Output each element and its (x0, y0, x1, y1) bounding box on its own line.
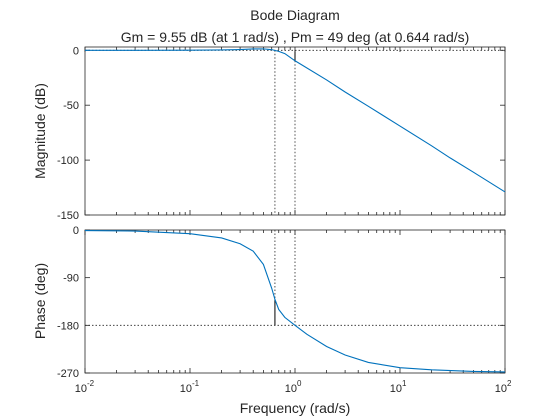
phase-curve (84, 229, 506, 373)
ytick-label-magnitude: -150 (57, 210, 79, 222)
ytick-label-magnitude: -100 (57, 155, 79, 167)
xtick-label: 10 -2 (75, 379, 95, 395)
xtick-label-exponent: -1 (192, 379, 200, 388)
xtick-label-exponent: 0 (297, 379, 302, 388)
magnitude-ylabel: Magnitude (dB) (32, 83, 48, 179)
chart-subtitle: Gm = 9.55 dB (at 1 rad/s) , Pm = 49 deg … (121, 29, 470, 45)
phase-ylabel: Phase (deg) (32, 263, 48, 339)
xtick-label: 10 1 (390, 379, 407, 395)
xtick-label: 10 0 (285, 379, 302, 395)
xtick-label-base: 10 (390, 383, 402, 395)
xtick-label-base: 10 (285, 383, 297, 395)
xtick-label-exponent: 2 (507, 379, 512, 388)
xtick-label-exponent: 1 (402, 379, 407, 388)
ytick-label-phase: -180 (57, 320, 79, 332)
xtick-label-base: 10 (180, 383, 192, 395)
ytick-label-phase: -90 (63, 273, 79, 285)
xtick-label: 10 2 (495, 379, 512, 395)
ytick-label-magnitude: -50 (63, 100, 79, 112)
x-axis-label: Frequency (rad/s) (240, 400, 350, 416)
ytick-label-phase: 0 (73, 225, 79, 237)
xtick-label-base: 10 (495, 383, 507, 395)
xtick-label: 10 -1 (180, 379, 200, 395)
response-lines (84, 48, 506, 373)
chart-title: Bode Diagram (250, 7, 340, 23)
xtick-label-exponent: -2 (87, 379, 95, 388)
xtick-label-base: 10 (75, 383, 87, 395)
ytick-label-magnitude: 0 (73, 45, 79, 57)
ytick-label-phase: -270 (57, 368, 79, 380)
magnitude-curve (85, 48, 506, 193)
